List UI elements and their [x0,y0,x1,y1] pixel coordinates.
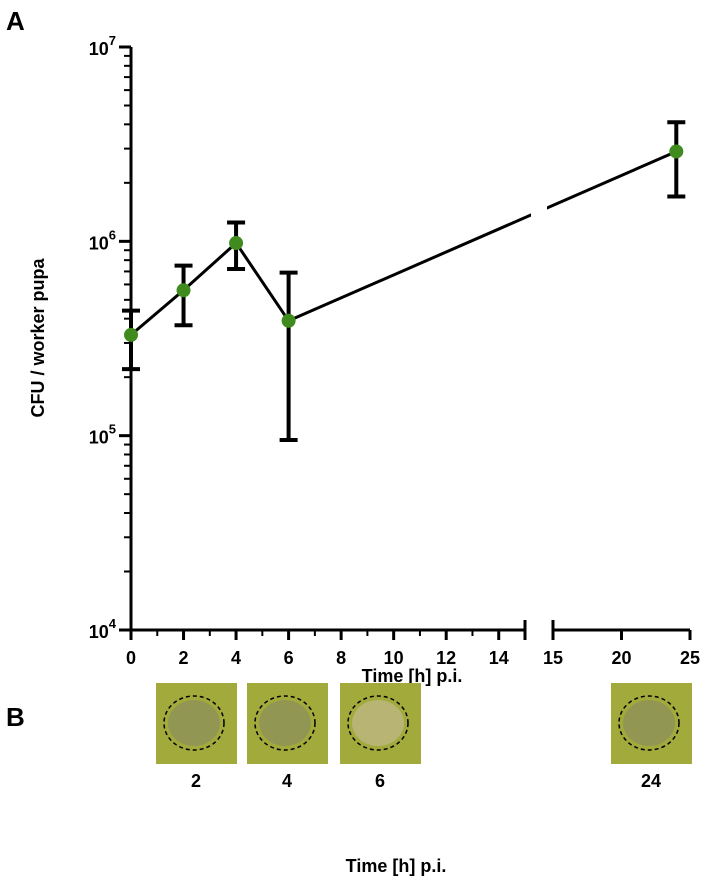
y-tick-label: 105 [89,422,116,448]
y-tick-base: 10 [89,233,109,253]
x-tick-label: 6 [284,648,294,668]
y-tick-exponent: 6 [109,227,116,242]
x-tick-label: 4 [231,648,241,668]
x-tick-label: 20 [611,648,631,668]
line-break-gap [531,180,547,230]
y-tick-base: 10 [89,39,109,59]
y-tick-exponent: 4 [109,616,117,631]
outline [163,695,225,751]
outline [254,695,316,751]
outline [347,695,409,751]
x-tick-label: 25 [680,648,700,668]
data-point [124,327,138,342]
panel-label: A [6,6,25,36]
data-line [130,150,677,337]
y-tick-base: 10 [89,428,109,448]
y-tick-label: 104 [89,616,117,642]
x-tick-label: 10 [384,648,404,668]
data-point [669,144,684,159]
y-tick-base: 10 [89,622,109,642]
x-tick-label: 0 [126,648,136,668]
y-tick-label: 107 [89,33,116,59]
colony [168,700,220,746]
data-point [176,283,191,298]
colony [352,700,404,746]
image-label: 24 [641,771,661,791]
outline [618,695,680,751]
x-axis-label: Time [h] p.i. [346,856,447,876]
error-bar [667,120,686,199]
y-tick-label: 106 [89,227,116,253]
x-tick-label: 12 [436,648,456,668]
data-point [281,313,296,328]
image-label: 2 [191,771,201,791]
y-tick-exponent: 5 [109,422,116,437]
image-label: 6 [375,771,385,791]
x-tick-label: 8 [336,648,346,668]
panel-label: B [6,702,25,732]
colony [623,700,675,746]
x-axis-label: Time [h] p.i. [362,666,463,686]
y-axis-label: CFU / worker pupa [28,258,48,418]
y-tick-exponent: 7 [109,33,116,48]
image-label: 4 [282,771,292,791]
colony [259,700,311,746]
x-tick-label: 15 [543,648,563,668]
x-tick-label: 14 [489,648,509,668]
error-bar [279,270,298,442]
x-tick-label: 2 [179,648,189,668]
data-point [229,236,244,251]
